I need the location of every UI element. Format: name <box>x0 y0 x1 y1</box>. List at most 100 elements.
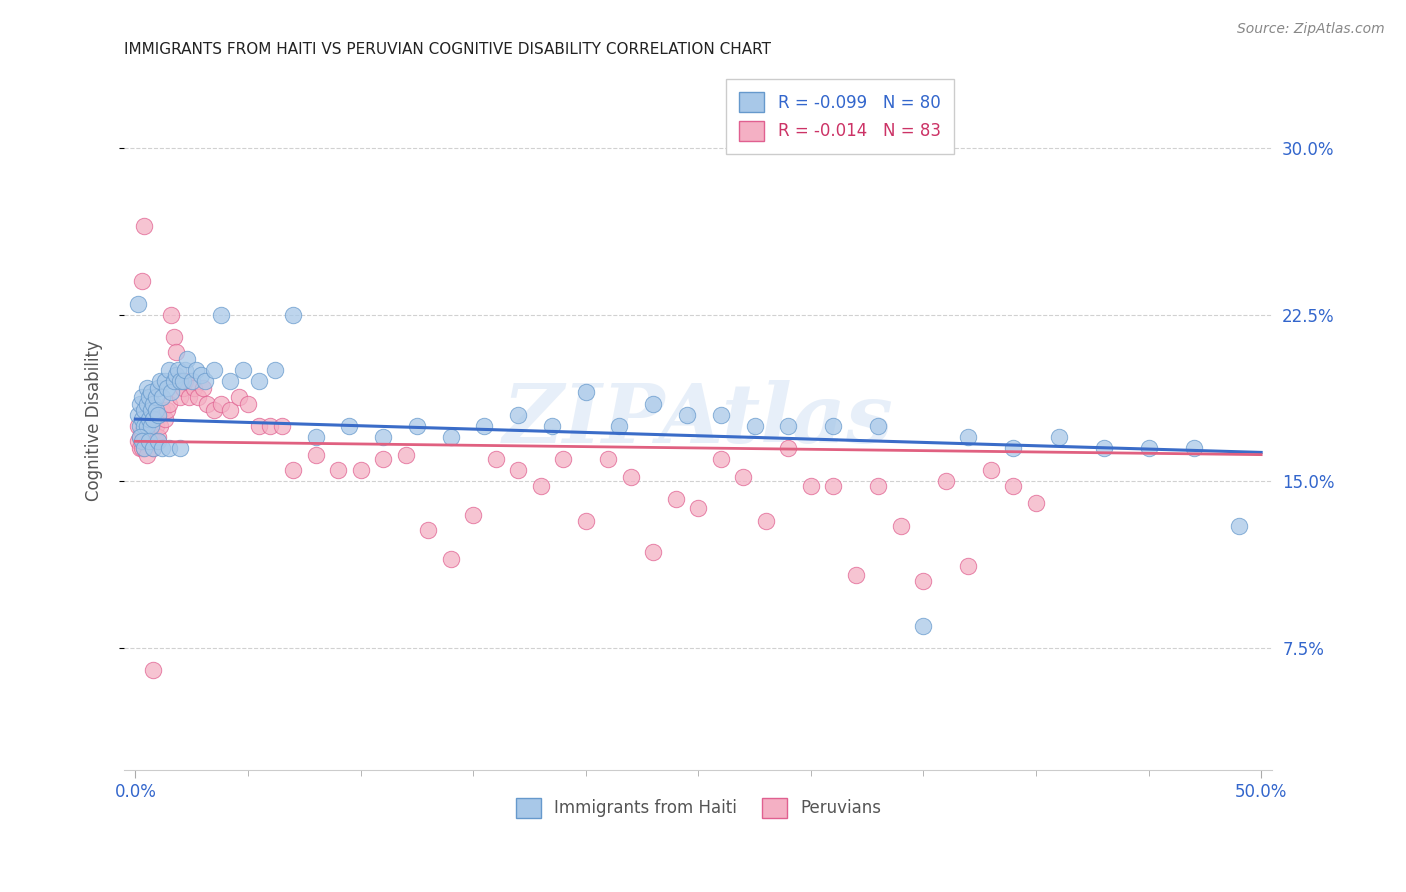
Point <box>228 390 250 404</box>
Point <box>131 434 153 449</box>
Point <box>643 545 665 559</box>
Point <box>868 479 890 493</box>
Point <box>160 308 183 322</box>
Point <box>264 363 287 377</box>
Point <box>474 418 496 433</box>
Point <box>183 381 205 395</box>
Point <box>665 491 688 506</box>
Point <box>247 375 270 389</box>
Point <box>142 425 165 440</box>
Point <box>128 430 150 444</box>
Point <box>179 390 201 404</box>
Point <box>135 381 157 395</box>
Point <box>710 408 733 422</box>
Point <box>134 403 156 417</box>
Point <box>508 408 530 422</box>
Point <box>575 514 598 528</box>
Point <box>142 441 165 455</box>
Point <box>463 508 485 522</box>
Point <box>145 434 167 449</box>
Point <box>169 441 191 455</box>
Point <box>176 352 198 367</box>
Point <box>755 514 778 528</box>
Point <box>180 375 202 389</box>
Point <box>167 375 190 389</box>
Point <box>127 418 149 433</box>
Point <box>270 418 292 433</box>
Point <box>134 441 156 455</box>
Point <box>281 308 304 322</box>
Point <box>405 418 427 433</box>
Point <box>209 396 232 410</box>
Point <box>131 390 153 404</box>
Point <box>152 441 174 455</box>
Point <box>142 396 165 410</box>
Point <box>845 567 868 582</box>
Point <box>142 441 165 455</box>
Point <box>304 430 326 444</box>
Point <box>165 368 187 382</box>
Point <box>800 479 823 493</box>
Point <box>156 381 179 395</box>
Point <box>259 418 281 433</box>
Point <box>141 430 163 444</box>
Point <box>138 412 160 426</box>
Point <box>371 430 394 444</box>
Point <box>823 479 845 493</box>
Point <box>643 396 665 410</box>
Point <box>416 523 439 537</box>
Point <box>141 385 163 400</box>
Point <box>553 452 575 467</box>
Point <box>131 274 153 288</box>
Point <box>733 470 755 484</box>
Point <box>191 381 214 395</box>
Point <box>236 396 259 410</box>
Point <box>135 418 157 433</box>
Point <box>138 434 160 449</box>
Point <box>541 418 564 433</box>
Legend: Immigrants from Haiti, Peruvians: Immigrants from Haiti, Peruvians <box>509 791 887 824</box>
Point <box>281 463 304 477</box>
Point <box>165 345 187 359</box>
Point <box>146 381 169 395</box>
Point <box>219 375 242 389</box>
Point <box>676 408 699 422</box>
Point <box>134 418 156 433</box>
Point <box>128 430 150 444</box>
Point <box>439 430 461 444</box>
Point <box>134 434 156 449</box>
Point <box>957 558 980 573</box>
Point <box>145 403 167 417</box>
Point <box>868 418 890 433</box>
Point <box>131 412 153 426</box>
Point <box>157 396 180 410</box>
Text: Source: ZipAtlas.com: Source: ZipAtlas.com <box>1237 22 1385 37</box>
Point <box>337 418 360 433</box>
Point <box>135 418 157 433</box>
Point <box>169 390 191 404</box>
Point <box>172 375 194 389</box>
Point <box>890 518 912 533</box>
Point <box>135 434 157 449</box>
Point <box>609 418 631 433</box>
Point <box>141 412 163 426</box>
Point <box>145 390 167 404</box>
Point <box>174 375 197 389</box>
Point <box>138 390 160 404</box>
Point <box>1047 430 1070 444</box>
Point <box>146 408 169 422</box>
Point <box>135 396 157 410</box>
Point <box>187 390 209 404</box>
Point <box>349 463 371 477</box>
Point <box>149 375 172 389</box>
Point <box>710 452 733 467</box>
Point <box>485 452 508 467</box>
Point <box>127 408 149 422</box>
Point <box>1227 518 1250 533</box>
Point <box>197 396 219 410</box>
Point <box>1002 441 1025 455</box>
Point <box>371 452 394 467</box>
Point <box>394 448 416 462</box>
Point <box>1092 441 1115 455</box>
Point <box>1182 441 1205 455</box>
